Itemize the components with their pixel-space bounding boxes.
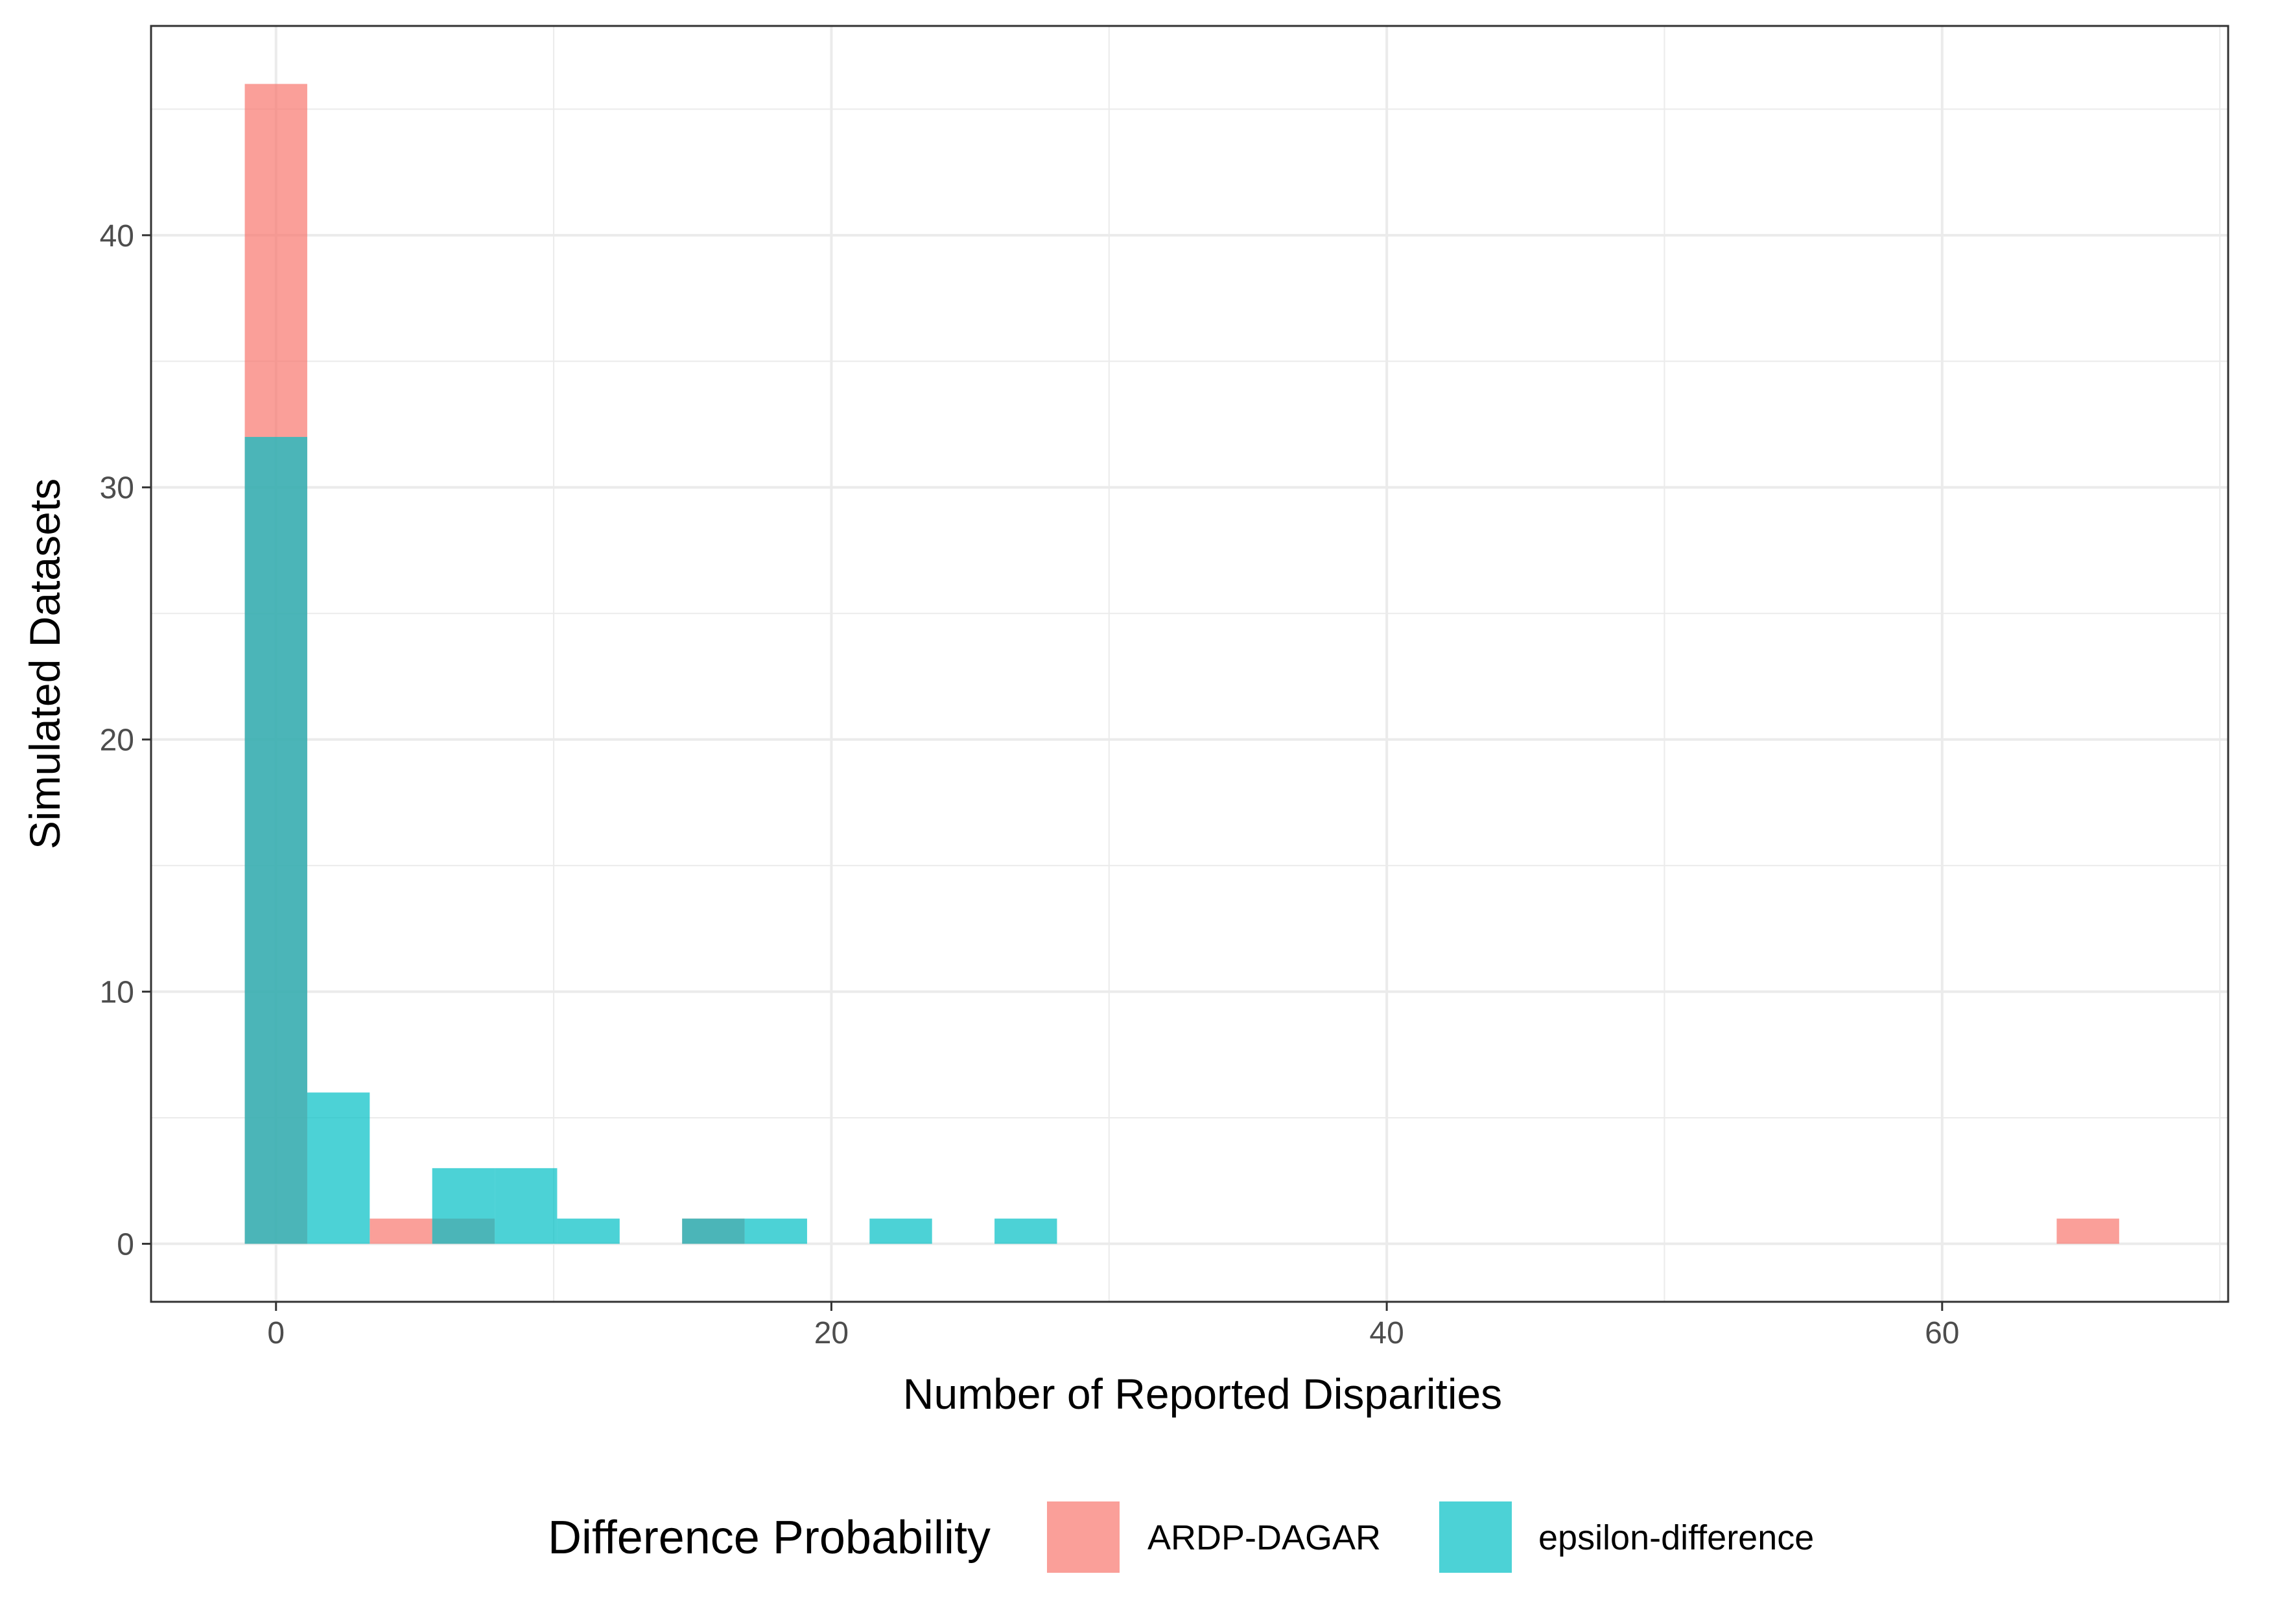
- histogram-bar-epsilon-difference: [307, 1092, 370, 1244]
- histogram-bar-epsilon-difference: [244, 436, 307, 1244]
- histogram-bars: [244, 84, 2119, 1244]
- histogram-bar-epsilon-difference: [869, 1218, 932, 1244]
- y-tick-label: 20: [100, 724, 134, 758]
- x-axis-title: Number of Reported Disparities: [903, 1370, 1502, 1418]
- legend-key-ardp-dagar: [1047, 1501, 1120, 1573]
- x-tick-label: 0: [267, 1316, 285, 1350]
- y-tick-label: 40: [100, 219, 134, 253]
- histogram-bar-ardp-dagar: [2056, 1218, 2119, 1244]
- x-axis-ticks: 0 20 40 60: [267, 1302, 1960, 1350]
- y-tick-label: 10: [100, 976, 134, 1010]
- legend-title: Difference Probability: [548, 1512, 991, 1564]
- histogram-bar-epsilon-difference: [557, 1218, 620, 1244]
- x-tick-label: 60: [1925, 1316, 1959, 1350]
- histogram-bar-ardp-dagar: [370, 1218, 432, 1244]
- y-tick-label: 0: [117, 1228, 134, 1262]
- y-axis-title: Simulated Datasets: [21, 478, 69, 849]
- legend: Difference Probability ARDP-DAGAR epsilo…: [548, 1501, 1814, 1573]
- histogram-bar-epsilon-difference: [432, 1168, 495, 1244]
- minor-gridlines: [151, 26, 2228, 1302]
- legend-key-epsilon-difference: [1439, 1501, 1512, 1573]
- x-tick-label: 20: [814, 1316, 849, 1350]
- histogram-bar-epsilon-difference: [744, 1218, 807, 1244]
- histogram-bar-epsilon-difference: [682, 1218, 745, 1244]
- legend-label-epsilon-difference: epsilon-difference: [1538, 1518, 1814, 1557]
- y-tick-label: 30: [100, 471, 134, 506]
- y-axis-ticks: 0 10 20 30 40: [100, 219, 151, 1262]
- histogram-bar-epsilon-difference: [495, 1168, 558, 1244]
- histogram-bar-epsilon-difference: [994, 1218, 1057, 1244]
- legend-label-ardp-dagar: ARDP-DAGAR: [1147, 1518, 1381, 1557]
- plot-panel-border: [150, 25, 2229, 1303]
- x-tick-label: 40: [1369, 1316, 1404, 1350]
